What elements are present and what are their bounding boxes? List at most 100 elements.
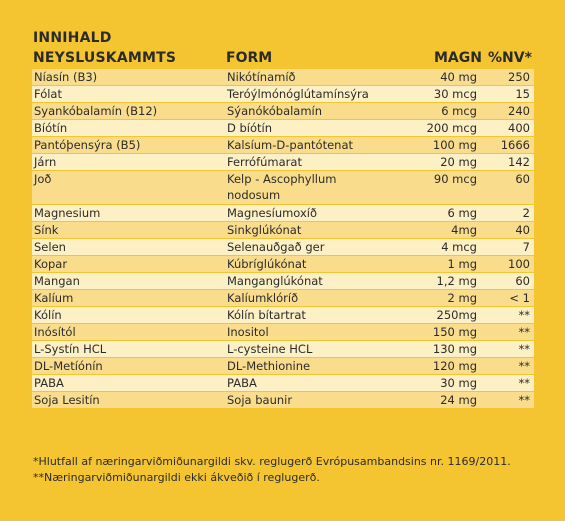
form-cell: Sýanókóbalamín [227,104,323,118]
nutrient-cell: Bíótín [34,121,68,135]
form-cell: Sinkglúkónat [227,223,302,237]
column-header-amount: MAGN [434,50,482,66]
nutrient-cell: Joð [34,172,52,186]
amount-cell: 30 mg [440,376,477,390]
amount-cell: 100 mg [432,138,477,152]
table-row: Mangan Manganglúkónat 1,2 mg 60 [32,273,534,289]
amount-cell: 130 mg [432,342,477,356]
amount-cell: 250mg [436,308,477,322]
nv-cell: ** [518,342,531,356]
form-cell: Kalíumklóríð [227,291,299,305]
nutrient-cell: Járn [34,155,57,169]
amount-cell: 30 mcg [433,87,477,101]
table-row: L-Systín HCL L-cysteine HCL 130 mg ** [32,341,534,357]
form-cell: Kúbríglúkónat [227,257,307,271]
nv-cell: 40 [515,223,530,237]
form-cell: Kelp - Ascophyllum nodosum [227,172,337,202]
nutrient-cell: L-Systín HCL [34,342,107,356]
nutrient-cell: Fólat [34,87,62,101]
nutrient-cell: Kólín [34,308,62,322]
nv-cell: 2 [522,206,530,220]
nutrient-cell: Níasín (B3) [34,70,98,84]
amount-cell: 120 mg [432,359,477,373]
column-header-nv: %NV* [488,50,532,66]
table-row: Selen Selenauðgað ger 4 mcg 7 [32,239,534,255]
form-cell: L-cysteine HCL [227,342,313,356]
nv-cell: 100 [508,257,530,271]
nv-cell: 142 [508,155,530,169]
nutrient-cell: Magnesium [34,206,101,220]
form-cell: Inositol [227,325,269,339]
amount-cell: 6 mcg [441,104,477,118]
amount-cell: 20 mg [440,155,477,169]
nutrient-cell: Kopar [34,257,68,271]
form-cell: D bíótín [227,121,273,135]
nv-cell: 60 [515,172,530,186]
amount-cell: 4 mcg [441,240,477,254]
nutrient-cell: Pantóþensýra (B5) [34,138,141,152]
form-cell: Selenauðgað ger [227,240,325,254]
nutrient-cell: Syankóbalamín (B12) [34,104,158,118]
nutrient-cell: Mangan [34,274,80,288]
amount-cell: 24 mg [440,393,477,407]
amount-cell: 1 mg [447,257,477,271]
nv-cell: ** [518,325,531,339]
nutrient-cell: Sínk [34,223,59,237]
form-cell: Kalsíum-D-pantótenat [227,138,354,152]
nutrient-cell: Selen [34,240,66,254]
amount-cell: 4mg [451,223,477,237]
table-row: Pantóþensýra (B5) Kalsíum-D-pantótenat 100… [32,137,534,153]
form-cell: Nikótínamíð [227,70,296,84]
amount-cell: 6 mg [447,206,477,220]
table-row: Sínk Sinkglúkónat 4mg 40 [32,222,534,238]
form-cell: Teróýlmónóglútamínsýra [227,87,369,101]
column-header-nutrient: NEYSLUSKAMMTS [33,50,177,66]
form-cell: Manganglúkónat [227,274,323,288]
table-row: Fólat Teróýlmónóglútamínsýra 30 mcg 15 [32,86,534,102]
amount-cell: 40 mg [440,70,477,84]
table-row: Kalíum Kalíumklóríð 2 mg < 1 [32,290,534,306]
nv-cell: 240 [508,104,530,118]
footnote-1: *Hlutfall af næringarviðmiðunargildi skv… [33,455,511,468]
nv-cell: ** [518,308,531,322]
nv-cell: 7 [522,240,530,254]
table-row: PABA PABA 30 mg ** [32,375,534,391]
table-row: Kopar Kúbríglúkónat 1 mg 100 [32,256,534,272]
nv-cell: ** [518,359,531,373]
amount-cell: 200 mcg [426,121,477,135]
table-row: Magnesium Magnesíumoxíð 6 mg 2 [32,205,534,221]
table-row: Soja Lesitín Soja baunir 24 mg ** [32,392,534,408]
form-cell: Soja baunir [227,393,293,407]
table-row: Inósítól Inositol 150 mg ** [32,324,534,340]
nutrient-cell: Kalíum [34,291,74,305]
amount-cell: 150 mg [432,325,477,339]
table-row: Kólín Kólín bítartrat 250mg ** [32,307,534,323]
nv-cell: 1666 [500,138,530,152]
form-cell: DL-Methionine [227,359,311,373]
form-cell: Kólín bítartrat [227,308,306,322]
amount-cell: 90 mcg [433,172,477,186]
nutrient-cell: PABA [34,376,64,390]
table-row: Syankóbalamín (B12) Sýanókóbalamín 6 mcg 24… [32,103,534,119]
nutrient-cell: DL-Metíónín [34,359,103,373]
footnote-2: **Næringarviðmiðunargildi ekki ákveðið í… [33,471,320,484]
nutrient-cell: Soja Lesitín [34,393,100,407]
nv-cell: ** [518,393,531,407]
nv-cell: 15 [515,87,530,101]
table-row: Bíótín D bíótín 200 mcg 400 [32,120,534,136]
nutrient-cell: Inósítól [34,325,76,339]
table-row: DL-Metíónín DL-Methionine 120 mg ** [32,358,534,374]
nv-cell: ** [518,376,531,390]
nv-cell: 60 [515,274,530,288]
table-row: Járn Ferrófúmarat 20 mg 142 [32,154,534,170]
table-row: Níasín (B3) Nikótínamíð 40 mg 250 [32,69,534,85]
amount-cell: 1,2 mg [436,274,477,288]
form-cell: PABA [227,376,257,390]
nv-cell: < 1 [509,291,530,305]
nutrient-table: Níasín (B3) Nikótínamíð 40 mg 250 Fólat Teróý… [32,69,534,409]
form-cell: Magnesíumoxíð [227,206,318,220]
column-header-form: FORM [226,50,273,66]
amount-cell: 2 mg [447,291,477,305]
form-cell: Ferrófúmarat [227,155,302,169]
nv-cell: 250 [508,70,530,84]
